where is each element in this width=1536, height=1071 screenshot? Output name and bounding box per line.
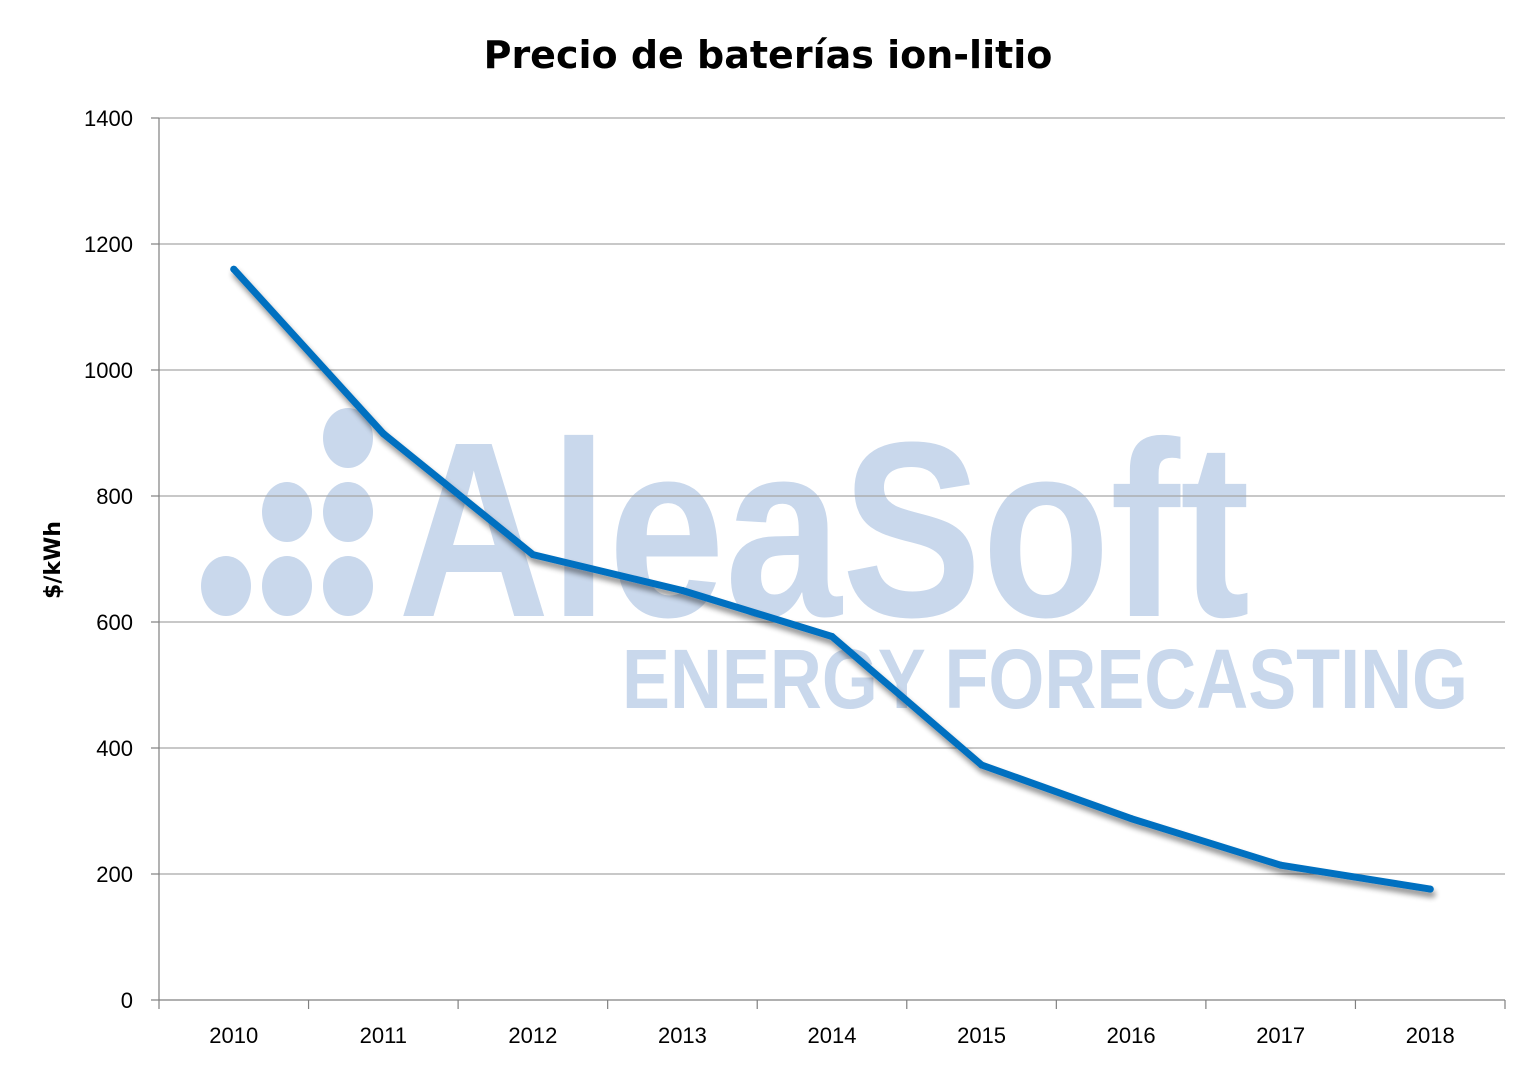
y-tick-label: 1000 (84, 358, 133, 383)
x-tick-label: 2016 (1107, 1023, 1156, 1048)
y-tick-label: 800 (96, 484, 133, 509)
watermark-tagline: ENERGY FORECASTING (622, 632, 1468, 726)
data-point (828, 632, 836, 640)
data-point (1127, 815, 1135, 823)
chart-title: Precio de baterías ion-litio (484, 33, 1053, 77)
watermark-brand: AleaSoft (398, 390, 1250, 669)
data-point (379, 430, 387, 438)
y-tick-label: 600 (96, 610, 133, 635)
data-point (978, 761, 986, 769)
y-tick-label: 200 (96, 862, 133, 887)
x-tick-label: 2018 (1406, 1023, 1455, 1048)
data-point (678, 587, 686, 594)
data-point (1426, 885, 1434, 893)
series-layer (230, 265, 1434, 893)
x-tick-label: 2013 (658, 1023, 707, 1048)
x-axis-ticks: 2010 2011 2012 2013 2014 2015 2016 2017 2018 (209, 1023, 1454, 1048)
data-point (1277, 861, 1285, 869)
x-tick-label: 2014 (808, 1023, 857, 1048)
x-tick-label: 2010 (209, 1023, 258, 1048)
y-axis-label: $/kWh (41, 521, 66, 599)
gridlines (159, 117, 1505, 875)
x-tick-label: 2017 (1256, 1023, 1305, 1048)
x-tick-label: 2011 (360, 1023, 407, 1048)
y-tick-label: 400 (96, 736, 133, 761)
data-point (230, 265, 238, 273)
aleasoft-dots-icon (201, 408, 373, 616)
x-tick-label: 2015 (957, 1023, 1006, 1048)
y-tick-label: 1400 (84, 106, 133, 131)
y-tick-label: 1200 (84, 232, 133, 257)
y-axis-ticks: 0 200 400 600 800 1000 1200 1400 (84, 106, 133, 1013)
axes (151, 117, 1506, 1009)
y-tick-label: 0 (121, 988, 133, 1013)
x-tick-label: 2012 (508, 1023, 557, 1048)
data-point (529, 551, 537, 559)
